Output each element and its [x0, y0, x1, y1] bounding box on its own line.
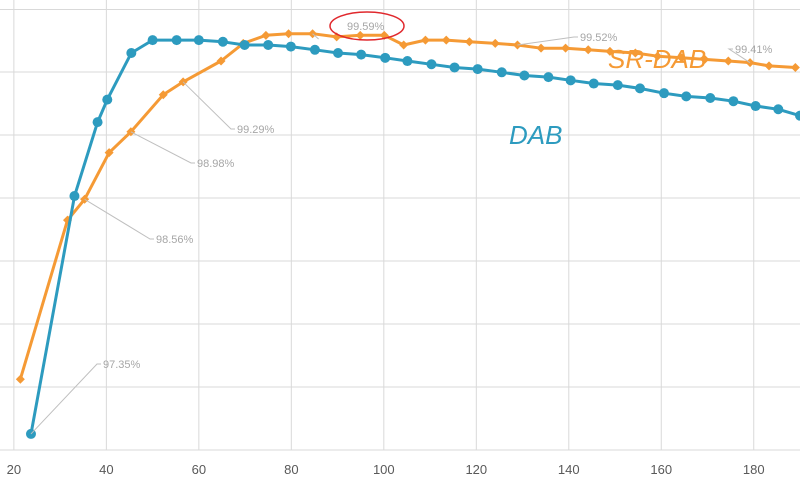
series-line [29, 38, 800, 435]
data-point-circle [171, 35, 182, 46]
data-point-diamond [420, 35, 430, 45]
data-point-circle [193, 35, 204, 46]
x-axis-tick-labels: 20 40 60 80 100 120 140 160 180 [7, 462, 765, 477]
series-line [18, 32, 796, 380]
annotation-leader [84, 198, 154, 240]
annotation-label: 98.56% [156, 234, 194, 246]
data-point-diamond [15, 374, 25, 384]
data-point-circle [69, 191, 80, 202]
data-point-circle [356, 49, 367, 60]
annotation-label: 99.41% [735, 44, 773, 56]
data-point-circle [659, 88, 670, 99]
data-point-diamond [464, 37, 474, 47]
annotation-leader [30, 363, 101, 435]
data-point-circle [449, 62, 460, 73]
annotation: 97.35% [30, 359, 141, 435]
annotation-leader [517, 36, 578, 46]
data-point-circle [217, 36, 228, 47]
data-point-circle [309, 44, 320, 55]
data-point-circle [147, 35, 158, 46]
series-label-dab: DAB [509, 120, 562, 150]
annotation-label: 99.29% [237, 124, 275, 136]
data-point-circle [126, 48, 137, 59]
data-point-diamond [561, 43, 571, 53]
data-point-diamond [216, 56, 226, 66]
data-point-circle [263, 39, 274, 50]
x-tick-label: 60 [192, 462, 206, 477]
data-point-diamond [261, 30, 271, 40]
data-point-circle [496, 67, 507, 78]
chart-series-labels: SR-DAB DAB [509, 44, 706, 150]
data-point-diamond [355, 30, 365, 40]
data-point-diamond [764, 61, 774, 71]
data-point-diamond [284, 29, 294, 39]
x-tick-label: 120 [465, 462, 487, 477]
annotation: 99.29% [182, 81, 275, 136]
data-point-diamond [790, 62, 800, 72]
x-tick-label: 80 [284, 462, 298, 477]
x-tick-label: 40 [99, 462, 113, 477]
annotation-label: 99.59% [347, 21, 385, 33]
annotation-label: 98.98% [197, 158, 235, 170]
annotation: 98.98% [130, 131, 235, 170]
data-point-circle [402, 56, 413, 67]
data-point-circle [472, 64, 483, 75]
data-point-circle [426, 59, 437, 70]
x-tick-label: 160 [650, 462, 672, 477]
annotation: 99.52% [517, 32, 618, 46]
series-label-sr-dab: SR-DAB [608, 44, 706, 74]
annotation-leader [182, 81, 235, 130]
data-point-circle [612, 80, 623, 91]
data-point-circle [728, 96, 739, 107]
data-point-circle [285, 41, 296, 52]
data-point-diamond [653, 51, 663, 61]
series-sr-dab [15, 29, 800, 384]
data-point-circle [543, 72, 554, 83]
annotation-label: 99.52% [580, 32, 618, 44]
chart-annotations: 99.59% 99.52% 99.41% 99.29% 98.98% 98.56% 97.3… [30, 11, 773, 435]
data-point-diamond [399, 40, 409, 50]
x-tick-label: 20 [7, 462, 21, 477]
annotation: 98.56% [84, 198, 194, 246]
annotation-leader [312, 33, 319, 40]
chart-grid [0, 0, 800, 451]
data-point-circle [333, 48, 344, 59]
data-point-diamond [700, 54, 710, 64]
annotation-leader [130, 131, 195, 164]
data-point-circle [588, 78, 599, 89]
data-point-diamond [158, 90, 168, 100]
data-point-circle [795, 110, 800, 121]
data-point-circle [380, 52, 391, 63]
x-tick-label: 140 [558, 462, 580, 477]
data-point-circle [519, 70, 530, 81]
data-point-circle [750, 101, 761, 112]
data-point-diamond [441, 35, 451, 45]
x-tick-label: 180 [743, 462, 765, 477]
data-point-diamond [536, 43, 546, 53]
x-tick-label: 100 [373, 462, 395, 477]
data-point-diamond [630, 48, 640, 58]
data-point-diamond [723, 56, 733, 66]
data-point-circle [681, 91, 692, 102]
annotation-label: 97.35% [103, 359, 141, 371]
data-point-circle [92, 117, 103, 128]
chart-series [15, 29, 800, 439]
data-point-diamond [605, 46, 615, 56]
data-point-circle [635, 83, 645, 94]
data-point-circle [102, 94, 113, 105]
data-point-circle [239, 39, 250, 50]
data-point-diamond [677, 53, 687, 63]
annotation: 99.59% [312, 11, 405, 41]
annotation-leader [727, 48, 751, 64]
data-point-circle [705, 93, 716, 104]
data-point-diamond [583, 45, 593, 55]
data-point-diamond [490, 38, 500, 48]
annotation: 99.41% [727, 44, 773, 64]
highlight-ellipse [329, 11, 405, 41]
data-point-circle [773, 104, 784, 115]
data-point-circle [565, 75, 576, 86]
data-point-diamond [104, 148, 114, 158]
series-dab [25, 35, 800, 439]
